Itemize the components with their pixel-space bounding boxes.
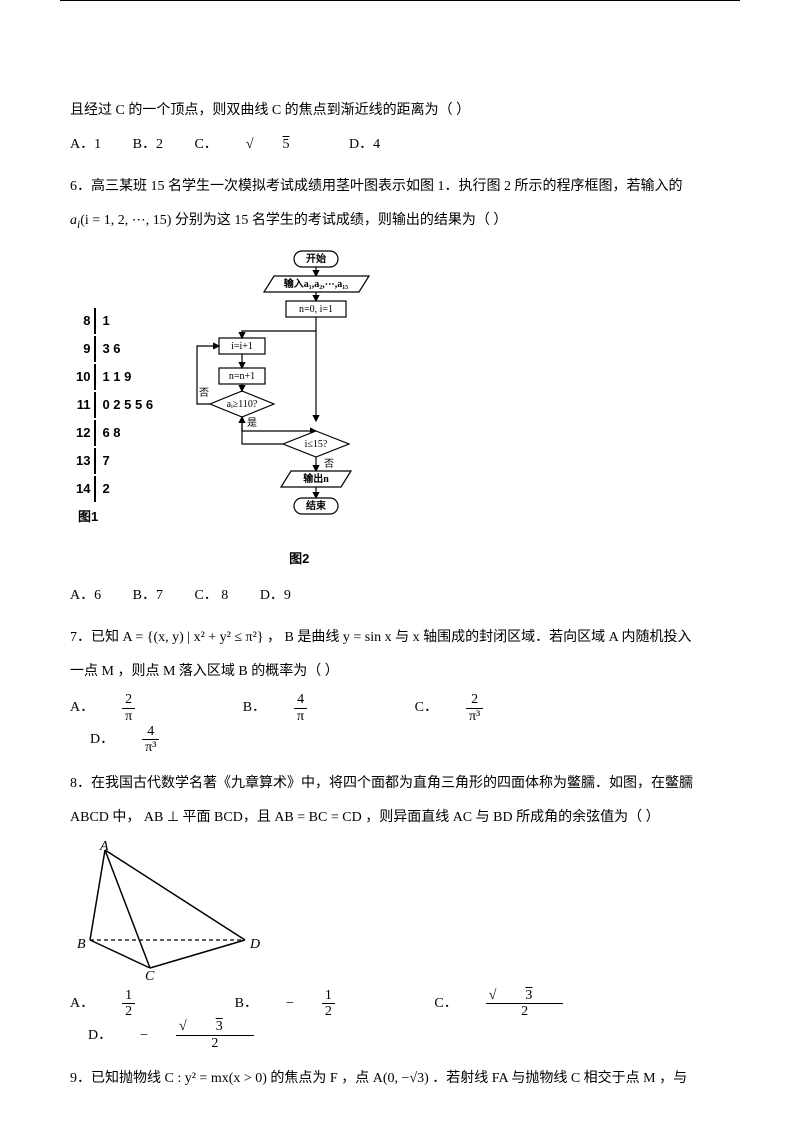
svg-text:C: C xyxy=(145,969,155,980)
q8-optA: A．12 xyxy=(70,988,191,1020)
q8-line2: ABCD 中， AB ⊥ 平面 BCD，且 AB = BC = CD ，则异面直… xyxy=(70,804,730,832)
svg-text:i≤15?: i≤15? xyxy=(305,439,328,450)
q6-line2: ai(i = 1, 2, ⋯, 15) 分别为这 15 名学生的考试成绩，则输出… xyxy=(70,207,730,236)
q5-tail: 且经过 C 的一个顶点，则双曲线 C 的焦点到渐近线的距离为（ ） xyxy=(70,97,730,125)
svg-text:D: D xyxy=(249,937,260,952)
tetrahedron-svg: A B C D xyxy=(70,840,270,980)
svg-text:aᵢ≥110?: aᵢ≥110? xyxy=(227,399,258,410)
flowchart-svg: 开始 输入a₁,a₂,⋯,a₁₅ n=0, i=1 i=i+1 n=n+1 aᵢ… xyxy=(179,246,409,546)
q6-line1: 6．高三某班 15 名学生一次模拟考试成绩用茎叶图表示如图 1．执行图 2 所示… xyxy=(70,173,730,201)
stem-leaf-plot: 8193 6101 1 9110 2 5 5 6126 8137142 图1 xyxy=(70,306,159,530)
svg-text:B: B xyxy=(77,937,86,952)
svg-text:否: 否 xyxy=(324,458,334,470)
svg-text:输入a₁,a₂,⋯,a₁₅: 输入a₁,a₂,⋯,a₁₅ xyxy=(284,277,349,290)
q5-options: A．1 B．2 C．5 D．4 xyxy=(70,131,730,159)
q6-optA: A．6 xyxy=(70,582,101,610)
svg-text:否: 否 xyxy=(199,387,209,399)
q5-optA: A．1 xyxy=(70,131,101,159)
q6-optC: C． 8 xyxy=(194,582,228,610)
q7-optC: C．2π³ xyxy=(415,692,540,724)
svg-text:是: 是 xyxy=(247,417,257,429)
svg-text:i=i+1: i=i+1 xyxy=(231,341,253,352)
q5-optD: D．4 xyxy=(349,131,380,159)
svg-text:A: A xyxy=(99,840,109,854)
q7-line1: 7．已知 A = {(x, y) | x² + y² ≤ π²} ， B 是曲线… xyxy=(70,624,730,652)
q6-optB: B．7 xyxy=(133,582,163,610)
q5-optC: C．5 xyxy=(194,131,317,159)
q8-line1: 8．在我国古代数学名著《九章算术》中，将四个面都为直角三角形的四面体称为鳖臑．如… xyxy=(70,770,730,798)
flowchart: 开始 输入a₁,a₂,⋯,a₁₅ n=0, i=1 i=i+1 n=n+1 aᵢ… xyxy=(179,246,409,572)
svg-text:n=n+1: n=n+1 xyxy=(229,371,255,382)
q8-optB: B．−12 xyxy=(235,988,391,1020)
q8-options: A．12 B．−12 C．32 D．−32 xyxy=(70,988,730,1052)
svg-text:n=0, i=1: n=0, i=1 xyxy=(299,304,333,315)
svg-text:输出n: 输出n xyxy=(303,472,329,485)
q6-options: A．6 B．7 C． 8 D．9 xyxy=(70,582,730,610)
q7-line2: 一点 M ，则点 M 落入区域 B 的概率为（ ） xyxy=(70,658,730,686)
q8-figure: A B C D xyxy=(70,840,730,980)
q7-options: A．2π B．4π C．2π³ D．4π³ xyxy=(70,692,730,756)
q5-optB: B．2 xyxy=(133,131,163,159)
svg-text:开始: 开始 xyxy=(306,252,326,265)
q6-optD: D．9 xyxy=(260,582,291,610)
q9-text: 9．已知抛物线 C : y² = mx(x > 0) 的焦点为 F ，点 A(0… xyxy=(70,1065,730,1093)
q7-optA: A．2π xyxy=(70,692,191,724)
svg-text:结束: 结束 xyxy=(306,499,327,512)
q8-optD: D．−32 xyxy=(88,1019,310,1051)
q7-optB: B．4π xyxy=(243,692,363,724)
q7-optD: D．4π³ xyxy=(90,724,215,756)
q8-optC: C．32 xyxy=(434,988,619,1020)
q6-figures: 8193 6101 1 9110 2 5 5 6126 8137142 图1 开… xyxy=(70,246,730,572)
